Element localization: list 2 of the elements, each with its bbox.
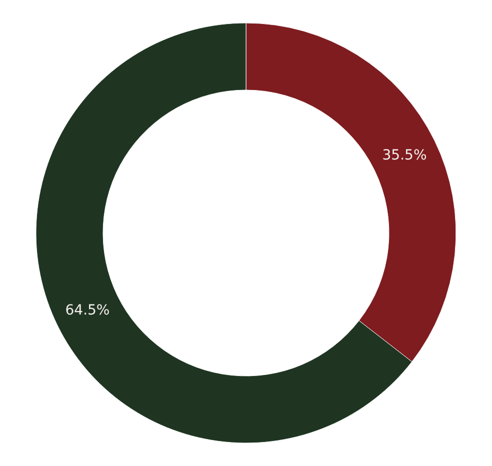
data-label: 35.5% — [382, 147, 427, 164]
data-label: 64.5% — [65, 302, 110, 319]
